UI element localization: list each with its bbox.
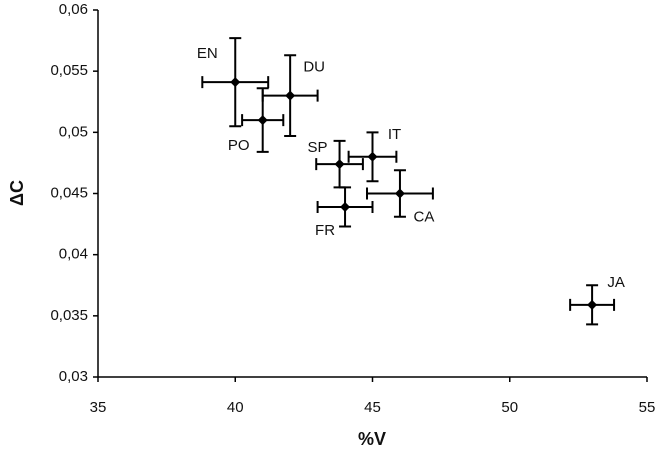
y-tick-label: 0,06	[59, 1, 88, 18]
point-label: SP	[308, 139, 328, 156]
point	[587, 299, 598, 310]
x-tick-label: 50	[501, 399, 518, 416]
y-tick-label: 0,045	[50, 184, 88, 201]
point	[334, 159, 345, 170]
x-tick-label: 55	[639, 399, 656, 416]
point-label: PO	[228, 137, 250, 154]
y-tick-label: 0,05	[59, 123, 88, 140]
point-label: JA	[607, 274, 625, 291]
point-label: EN	[197, 45, 218, 62]
x-tick-label: 35	[90, 399, 107, 416]
x-tick-label: 40	[227, 399, 244, 416]
point	[394, 188, 405, 199]
point-label: CA	[414, 208, 435, 225]
y-axis-title: ΔC	[7, 180, 27, 206]
point-label: IT	[388, 126, 401, 143]
point	[367, 151, 378, 162]
y-tick-label: 0,055	[50, 62, 88, 79]
y-tick-label: 0,03	[59, 368, 88, 385]
point-label: FR	[315, 222, 335, 239]
x-tick-label: 45	[364, 399, 381, 416]
point	[257, 115, 268, 126]
point	[340, 201, 351, 212]
x-axis-title: %V	[358, 429, 386, 449]
point	[285, 90, 296, 101]
y-tick-label: 0,04	[59, 246, 88, 263]
point	[230, 77, 241, 88]
point-label: DU	[303, 59, 325, 76]
y-tick-label: 0,035	[50, 307, 88, 324]
